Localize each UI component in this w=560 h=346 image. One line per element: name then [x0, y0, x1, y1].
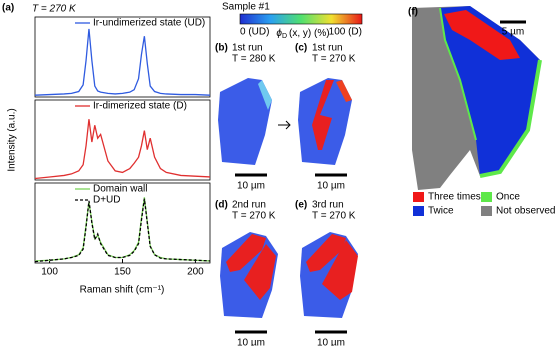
temp-label: T = 270 K [312, 54, 356, 65]
x-label: Raman shift (cm⁻¹) [80, 285, 165, 296]
symbol: ϕ [276, 28, 282, 39]
colorbar-max: 100 (D) [329, 27, 362, 38]
panel-label: (d) [215, 200, 228, 211]
plot-frame [34, 16, 211, 98]
legend-swatch [413, 206, 424, 216]
series-line [34, 28, 211, 96]
subscript: D [282, 33, 287, 40]
panel-label: (c) [295, 43, 307, 54]
panel-label: (a) [2, 3, 14, 14]
run-label: 1st run [312, 43, 343, 54]
colorbar-min: 0 (UD) [240, 27, 269, 38]
colorbar [239, 13, 363, 25]
temp-label: T = 270 K [232, 211, 276, 222]
temp-label: T = 280 K [232, 54, 276, 65]
run-label: 3rd run [312, 200, 344, 211]
run-label: 2nd run [232, 200, 266, 211]
panel-label: (e) [295, 200, 307, 211]
series-line [34, 119, 211, 180]
map-b [218, 78, 272, 165]
legend-label: Ir-dimerized state (D) [93, 101, 187, 112]
colorbar-label: ϕD (x, y) (%) [276, 28, 329, 40]
legend-label: Domain wall [93, 184, 147, 195]
y-label: Intensity (a.u.) [7, 108, 18, 171]
legend-label: Three times [428, 192, 481, 203]
legend-label: Not observed [496, 206, 555, 217]
legend-label: D+UD [93, 195, 121, 206]
legend-label: Twice [428, 206, 454, 217]
map-c [298, 78, 352, 165]
scale-label: 10 µm [237, 338, 265, 346]
plot-frame [34, 182, 211, 264]
x-tick-label: 100 [41, 267, 58, 278]
x-tick-label: 150 [114, 267, 131, 278]
plot-frame [34, 99, 211, 181]
scale-label: 10 µm [317, 338, 345, 346]
legend-label: Once [496, 192, 520, 203]
symbol-rest: (x, y) (%) [289, 28, 330, 39]
x-tick-label: 200 [187, 267, 204, 278]
legend-swatch [481, 192, 492, 202]
series-line [34, 197, 211, 262]
panel-label: (f) [408, 7, 418, 18]
map-e [300, 232, 358, 318]
series-line [34, 198, 211, 263]
legend-swatch [481, 206, 492, 216]
scale-label: 5 µm [502, 27, 524, 38]
scale-label: 10 µm [237, 181, 265, 192]
scale-label: 10 µm [317, 181, 345, 192]
map-d [220, 232, 278, 318]
run-label: 1st run [232, 43, 263, 54]
temp-label: T = 270 K [312, 211, 356, 222]
map-f [412, 6, 542, 190]
legend-label: Ir-undimerized state (UD) [93, 18, 205, 29]
legend-swatch [413, 192, 424, 202]
chart-title: T = 270 K [32, 4, 77, 15]
sample-label: Sample #1 [222, 2, 270, 13]
arrow [278, 120, 291, 130]
panel-label: (b) [215, 43, 228, 54]
